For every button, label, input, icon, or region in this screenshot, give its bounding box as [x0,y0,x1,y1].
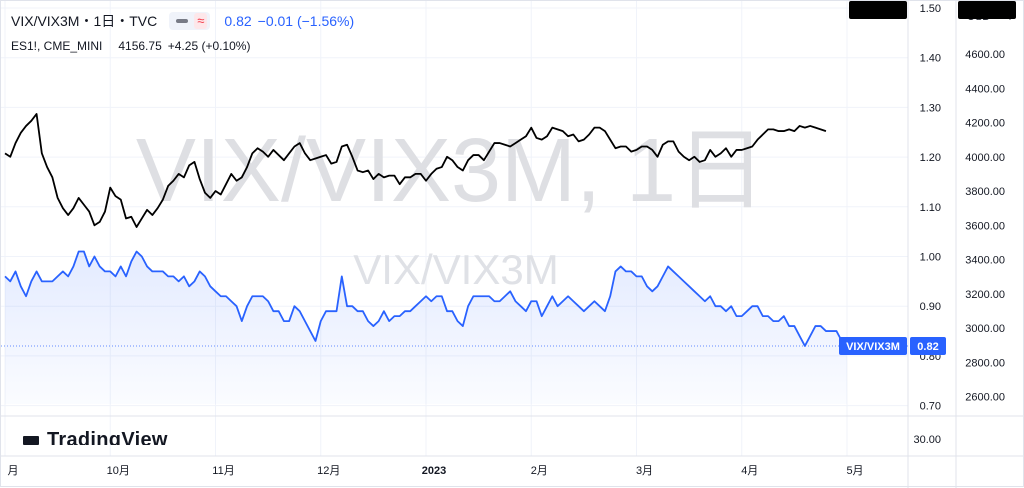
legend-compare-symbol[interactable]: ES1!, CME_MINI [11,39,103,53]
right-axis-tick-label: 3600.00 [965,220,1005,232]
left-axis-tick-label: 0.70 [920,401,941,413]
legend-compare-value: 4156.75 [118,39,162,53]
tradingview-logo[interactable]: TradingView [23,429,183,445]
es-futures-line[interactable] [4,113,827,228]
legend-change: −0.01 (−1.56%) [257,13,355,29]
tradingview-logo-text: TradingView [47,429,168,445]
compare-icon[interactable]: ≈ [194,13,208,29]
es-series-label-text: ESM2023 [854,1,902,4]
right-axis-tick-label: 2800.00 [965,357,1005,369]
vix-ratio-price-badge-text: 0.82 [917,341,938,353]
right-axis-tick-label: 3800.00 [965,186,1005,198]
legend-main: VIX/VIX3M・1日・TVC ≈ 0.82 −0.01 (−1.56%) [11,11,354,31]
es-price-badge [958,1,1016,19]
x-axis-tick-label: 3月 [636,465,653,477]
left-axis-tick-label: 1.10 [920,202,941,214]
vix-ratio-series-label-text: VIX/VIX3M [846,341,900,353]
vix-ratio-price-badge [910,336,946,355]
legend-compare: ES1!, CME_MINI 4156.75 +4.25 (+0.10%) [11,39,250,53]
right-axis-tick-label: 4000.00 [965,152,1005,164]
right-axis-tick-label: 4200.00 [965,118,1005,130]
lower-pane-tick-label: 30.00 [913,434,941,446]
right-axis-tick-label: 3400.00 [965,255,1005,267]
x-axis-tick-label: 5月 [846,465,863,477]
legend-compare-change: +4.25 (+0.10%) [167,39,251,53]
right-axis-tick-label: 2600.00 [965,392,1005,404]
right-axis-tick-label: 4400.00 [965,83,1005,95]
watermark-small: VIX/VIX3M [353,246,558,293]
x-axis-tick-label: 月 [8,465,19,477]
axes: 1.501.401.301.201.101.000.900.800.704600… [8,1,1016,477]
legend-title[interactable]: VIX/VIX3M・1日・TVC [11,13,158,29]
x-axis-tick-label: 2023 [422,465,446,477]
es-price-badge-text: 4156.75 [967,1,1007,4]
left-axis-tick-label: 1.30 [920,102,941,114]
vix-ratio-series-label-bg [839,336,907,355]
series-layer [1,113,908,404]
x-axis-tick-label: 12月 [317,465,340,477]
x-axis-tick-label: 2月 [531,465,548,477]
tradingview-logo-icon [23,436,39,445]
vix-ratio-series-label: VIX/VIX3M [839,336,907,355]
x-axis-tick-label: 4月 [741,465,758,477]
watermark: VIX/VIX3M, 1日 VIX/VIX3M [136,121,766,293]
x-axis-tick-label: 10月 [107,465,130,477]
left-axis-tick-label: 1.00 [920,252,941,264]
watermark-big: VIX/VIX3M, 1日 [136,121,766,221]
vix-ratio-line[interactable] [4,250,848,347]
left-axis-tick-label: 1.40 [920,53,941,65]
right-axis-tick-label: 3000.00 [965,323,1005,335]
hide-icon[interactable] [176,19,189,23]
left-axis-tick-label: 1.20 [920,152,941,164]
vix-ratio-area [5,251,847,404]
right-axis-tick-label: 4600.00 [965,49,1005,61]
left-axis-tick-label: 0.90 [920,301,941,313]
right-axis-tick-label: 3200.00 [965,289,1005,301]
legend-controls[interactable]: ≈ [169,12,211,30]
left-axis-tick-label: 1.50 [920,3,941,15]
x-axis-tick-label: 11月 [212,465,234,477]
es-series-label-bg [849,1,907,19]
legend-value: 0.82 [224,13,252,29]
